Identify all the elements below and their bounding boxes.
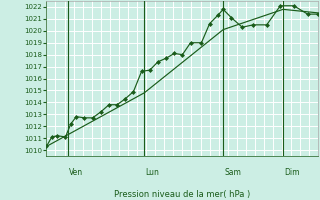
Text: Sam: Sam — [224, 168, 241, 177]
Text: Pression niveau de la mer( hPa ): Pression niveau de la mer( hPa ) — [114, 190, 251, 199]
Text: Dim: Dim — [284, 168, 299, 177]
Text: Lun: Lun — [145, 168, 159, 177]
Text: Ven: Ven — [69, 168, 83, 177]
